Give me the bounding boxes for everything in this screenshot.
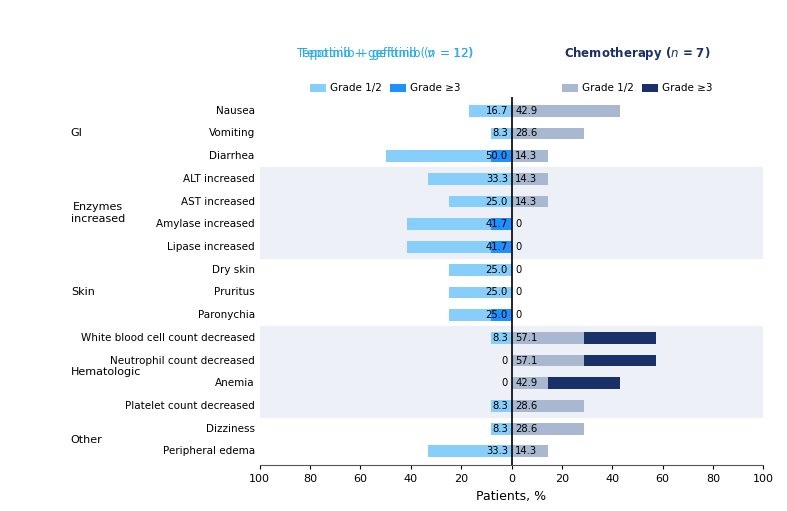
Bar [584, 355, 656, 366]
Bar [490, 128, 512, 140]
Bar [449, 287, 512, 298]
Text: 25.0: 25.0 [486, 265, 508, 275]
Text: Hematologic: Hematologic [71, 367, 141, 377]
Bar [407, 241, 512, 253]
Bar [260, 168, 763, 259]
Text: Pruritus: Pruritus [214, 287, 255, 297]
Bar [512, 400, 584, 412]
Bar [512, 423, 584, 434]
Text: Lipase increased: Lipase increased [167, 242, 255, 252]
Text: Dry skin: Dry skin [212, 265, 255, 275]
Bar [512, 150, 548, 162]
Text: White blood cell count decreased: White blood cell count decreased [80, 333, 255, 343]
Text: Nausea: Nausea [216, 106, 255, 115]
Text: 42.9: 42.9 [515, 378, 538, 388]
Text: Tepotinib + gefitinib ( ν  = 12): Tepotinib + gefitinib ( ν = 12) [297, 47, 474, 60]
Text: 0: 0 [515, 310, 522, 320]
Text: Chemotherapy ($n$ = 7): Chemotherapy ($n$ = 7) [564, 45, 711, 62]
Bar [512, 446, 548, 457]
Text: 0: 0 [501, 378, 508, 388]
Text: 33.3: 33.3 [486, 447, 508, 456]
Bar [490, 218, 512, 230]
Bar [386, 150, 512, 162]
Text: 0: 0 [515, 265, 522, 275]
Text: 8.3: 8.3 [492, 128, 508, 138]
Bar [584, 332, 656, 344]
Text: Dizziness: Dizziness [205, 424, 255, 434]
Bar [427, 173, 512, 185]
Text: 28.6: 28.6 [515, 424, 538, 434]
Bar [490, 241, 512, 253]
Text: 0: 0 [515, 287, 522, 297]
Text: Enzymes
increased: Enzymes increased [71, 202, 125, 224]
Text: Amylase increased: Amylase increased [156, 219, 255, 229]
Text: Paronychia: Paronychia [198, 310, 255, 320]
Bar [490, 400, 512, 412]
Text: Neutrophil count decreased: Neutrophil count decreased [110, 356, 255, 365]
Bar [449, 264, 512, 275]
Text: 14.3: 14.3 [515, 447, 538, 456]
Text: 25.0: 25.0 [486, 287, 508, 297]
Text: 0: 0 [515, 219, 522, 229]
Text: 33.3: 33.3 [486, 174, 508, 184]
Bar [490, 150, 512, 162]
Text: 28.6: 28.6 [515, 401, 538, 411]
Text: 57.1: 57.1 [515, 356, 538, 365]
Text: 8.3: 8.3 [492, 333, 508, 343]
Legend: Grade 1/2, Grade ≥3: Grade 1/2, Grade ≥3 [558, 79, 717, 98]
Bar [449, 196, 512, 207]
Text: GI: GI [71, 128, 83, 138]
Bar [512, 355, 584, 366]
Text: 0: 0 [515, 242, 522, 252]
Text: Anemia: Anemia [215, 378, 255, 388]
Bar [512, 377, 548, 389]
Text: 25.0: 25.0 [486, 197, 508, 206]
Text: 28.6: 28.6 [515, 128, 538, 138]
Text: Diarrhea: Diarrhea [209, 151, 255, 161]
Text: 8.3: 8.3 [492, 401, 508, 411]
Text: 57.1: 57.1 [515, 333, 538, 343]
Bar [407, 218, 512, 230]
Text: 8.3: 8.3 [492, 424, 508, 434]
Text: ALT increased: ALT increased [183, 174, 255, 184]
Bar [548, 377, 619, 389]
Bar [490, 309, 512, 321]
Text: Other: Other [71, 435, 102, 445]
Bar [512, 128, 584, 140]
Bar [512, 173, 548, 185]
Text: Peripheral edema: Peripheral edema [163, 447, 255, 456]
Text: 0: 0 [501, 356, 508, 365]
Legend: Grade 1/2, Grade ≥3: Grade 1/2, Grade ≥3 [306, 79, 465, 98]
Text: 14.3: 14.3 [515, 197, 538, 206]
Text: Skin: Skin [71, 287, 94, 297]
Bar [490, 332, 512, 344]
Bar [449, 309, 512, 321]
Bar [427, 446, 512, 457]
Text: 41.7: 41.7 [486, 242, 508, 252]
Text: Tepotinib + gefitinib ($n$ = 12): Tepotinib + gefitinib ($n$ = 12) [298, 45, 473, 62]
Bar [512, 332, 584, 344]
Text: 16.7: 16.7 [486, 106, 508, 115]
Text: 41.7: 41.7 [486, 219, 508, 229]
Bar [470, 105, 512, 117]
Text: 25.0: 25.0 [486, 310, 508, 320]
Text: 14.3: 14.3 [515, 151, 538, 161]
Text: Platelet count decreased: Platelet count decreased [125, 401, 255, 411]
Text: AST increased: AST increased [181, 197, 255, 206]
Bar [490, 423, 512, 434]
Text: 50.0: 50.0 [486, 151, 508, 161]
Bar [260, 327, 763, 417]
Bar [512, 105, 619, 117]
Text: 14.3: 14.3 [515, 174, 538, 184]
Bar [512, 196, 548, 207]
X-axis label: Patients, %: Patients, % [476, 490, 547, 503]
Text: Vomiting: Vomiting [209, 128, 255, 138]
Text: 42.9: 42.9 [515, 106, 538, 115]
